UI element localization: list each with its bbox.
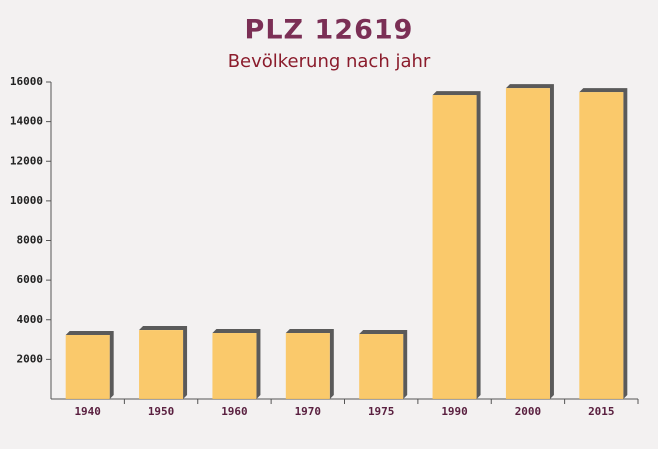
y-tick-label: 12000: [10, 154, 43, 167]
y-tick-label: 2000: [17, 352, 44, 365]
chart-title: PLZ 12619: [245, 15, 414, 46]
bar: [579, 92, 624, 400]
bar: [432, 95, 477, 400]
y-tick-label: 14000: [10, 115, 43, 128]
y-tick-label: 4000: [17, 313, 44, 326]
x-tick-label: 1940: [74, 405, 101, 418]
bar: [285, 333, 330, 399]
bar: [139, 330, 184, 399]
x-tick-label: 2015: [588, 405, 615, 418]
y-tick-label: 10000: [10, 194, 43, 207]
x-tick-label: 2000: [515, 405, 542, 418]
bar: [212, 333, 257, 399]
x-tick-label: 1960: [221, 405, 248, 418]
bar: [65, 335, 110, 399]
y-tick-label: 6000: [17, 273, 44, 286]
bar: [359, 334, 404, 399]
x-tick-label: 1950: [148, 405, 175, 418]
chart-subtitle: Bevölkerung nach jahr: [228, 51, 431, 72]
x-tick-label: 1990: [441, 405, 468, 418]
y-tick-label: 8000: [17, 234, 44, 247]
y-tick-label: 16000: [10, 75, 43, 88]
bar: [505, 88, 550, 399]
x-tick-label: 1970: [295, 405, 322, 418]
x-tick-label: 1975: [368, 405, 395, 418]
